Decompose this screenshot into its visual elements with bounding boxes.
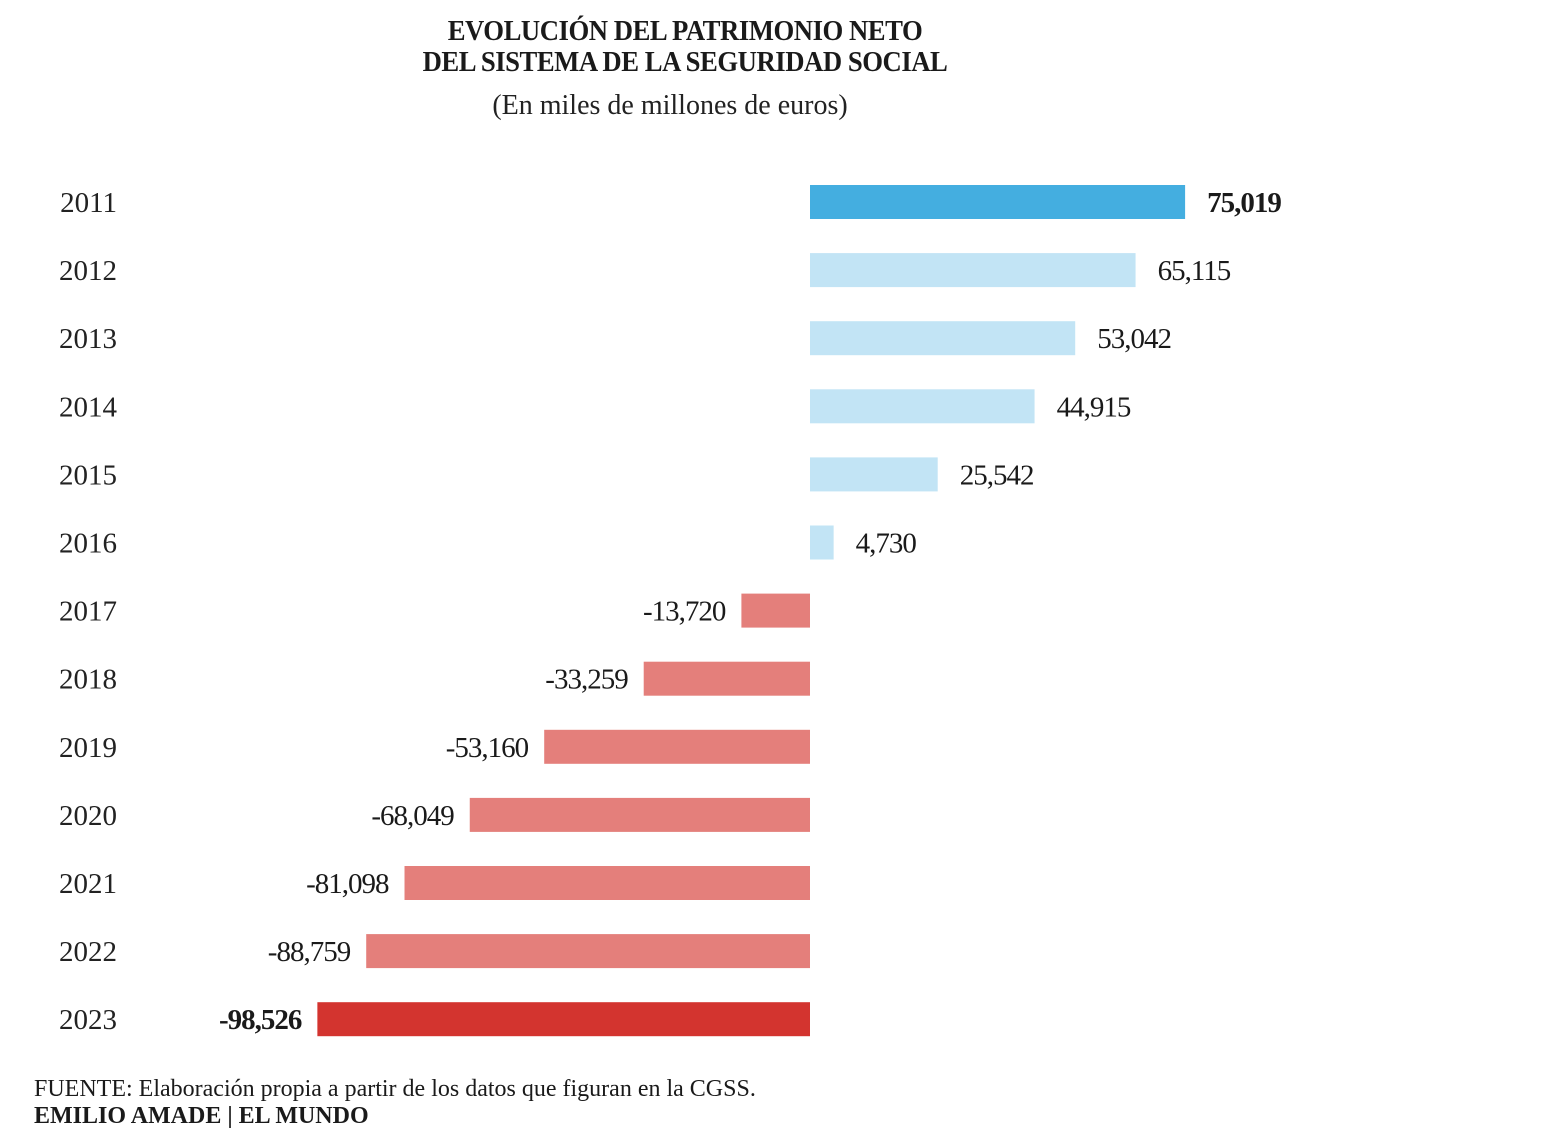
value-label: 75,019 — [1207, 187, 1281, 219]
category-label: 2013 — [59, 323, 117, 355]
bar-2013 — [810, 321, 1076, 356]
value-label: 53,042 — [1097, 323, 1171, 355]
bar-2012 — [810, 253, 1136, 288]
category-label: 2012 — [59, 255, 117, 287]
category-label: 2017 — [59, 596, 117, 628]
bar-2022 — [366, 934, 810, 969]
bar-2017 — [741, 593, 810, 628]
chart-subtitle: (En miles de millones de euros) — [492, 90, 848, 121]
bar-2015 — [810, 457, 938, 492]
chart-title-line-2: DEL SISTEMA DE LA SEGURIDAD SOCIAL — [422, 46, 948, 78]
category-label: 2022 — [59, 936, 117, 968]
bar-2019 — [544, 729, 810, 764]
category-label: 2019 — [59, 732, 117, 764]
category-label: 2011 — [60, 187, 117, 219]
chart-title-line-1: EVOLUCIÓN DEL PATRIMONIO NETO — [447, 15, 923, 47]
chart-title: EVOLUCIÓN DEL PATRIMONIO NETO DEL SISTEM… — [55, 16, 1315, 78]
category-label: 2015 — [59, 459, 117, 491]
value-label: -98,526 — [219, 1004, 302, 1036]
bar-2011 — [810, 185, 1186, 219]
bar-2016 — [810, 525, 834, 560]
category-label: 2020 — [59, 800, 117, 832]
value-label: -13,720 — [643, 596, 726, 628]
bar-2020 — [469, 797, 810, 832]
value-label: 44,915 — [1057, 391, 1131, 423]
value-label: 4,730 — [856, 528, 917, 560]
value-label: -53,160 — [446, 732, 529, 764]
footer: FUENTE: Elaboración propia a partir de l… — [34, 1076, 756, 1130]
value-label: -81,098 — [306, 868, 389, 900]
category-label: 2023 — [59, 1004, 117, 1036]
category-label: 2016 — [59, 528, 117, 560]
value-label: 25,542 — [960, 459, 1034, 491]
value-label: -68,049 — [371, 800, 454, 832]
bar-2023 — [317, 1002, 810, 1037]
source-note: FUENTE: Elaboración propia a partir de l… — [34, 1076, 756, 1102]
value-label: 65,115 — [1158, 255, 1231, 287]
bar-2021 — [404, 866, 810, 900]
category-label: 2018 — [59, 664, 117, 696]
bar-2014 — [810, 389, 1035, 424]
category-label: 2021 — [59, 868, 117, 900]
bar-2018 — [643, 661, 810, 696]
value-label: -33,259 — [545, 664, 628, 696]
category-label: 2014 — [59, 391, 118, 423]
value-label: -88,759 — [268, 936, 351, 968]
credit-line: EMILIO AMADE | EL MUNDO — [34, 1103, 369, 1129]
